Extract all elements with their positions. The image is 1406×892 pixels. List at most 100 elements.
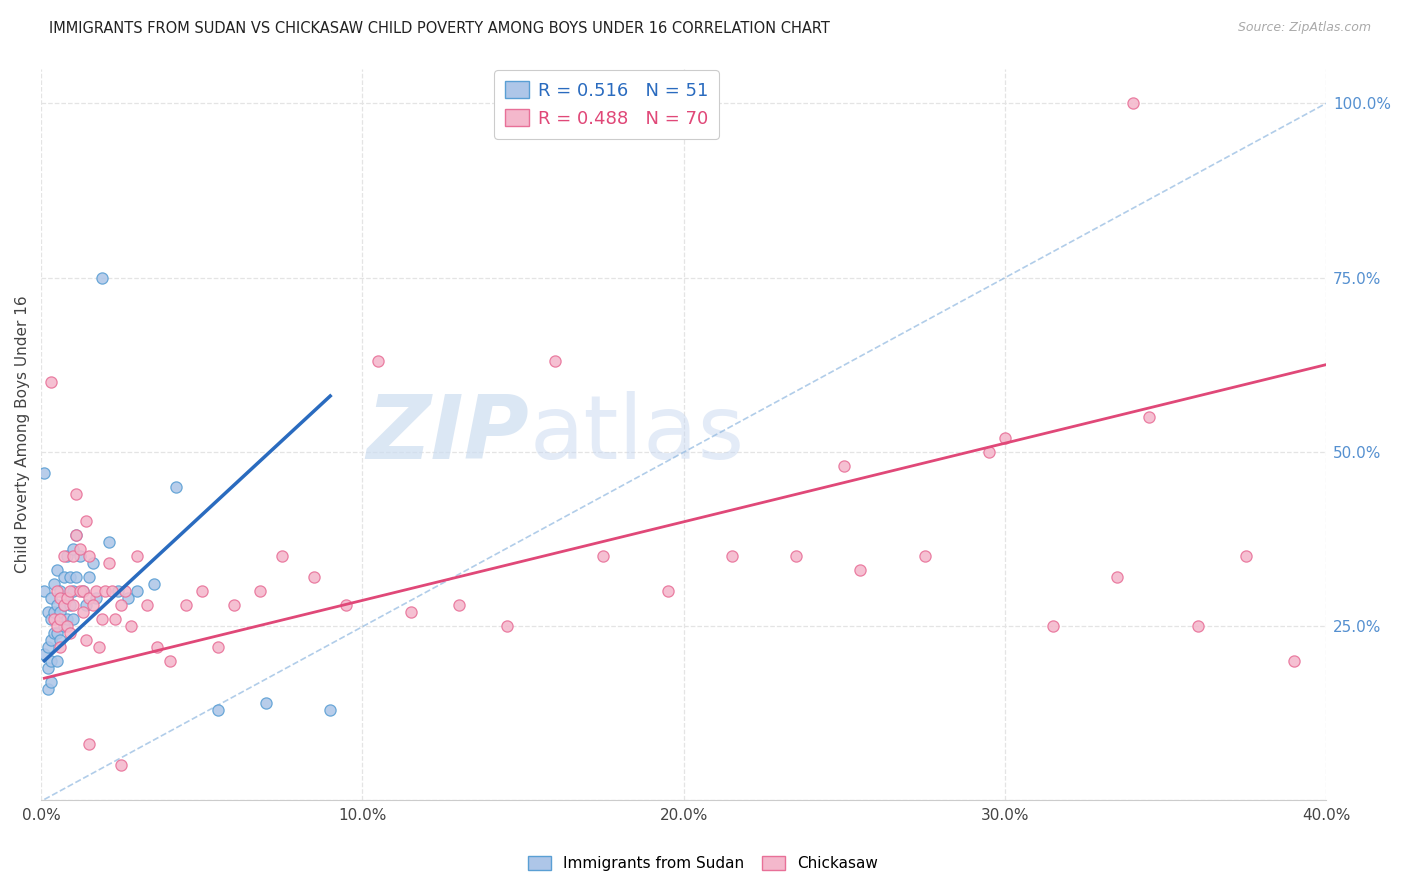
- Point: [69, 584, 91, 599]
- Point: [1137, 409, 1160, 424]
- Point: [977, 444, 1000, 458]
- Text: Source: ZipAtlas.com: Source: ZipAtlas.com: [1237, 21, 1371, 35]
- Point: [72, 584, 94, 599]
- Point: [145, 640, 167, 654]
- Text: atlas: atlas: [530, 391, 745, 478]
- Point: [75, 598, 97, 612]
- Point: [302, 570, 325, 584]
- Point: [34, 584, 56, 599]
- Point: [37, 605, 59, 619]
- Point: [39, 375, 62, 389]
- Point: [207, 702, 229, 716]
- Point: [79, 570, 101, 584]
- Point: [49, 605, 72, 619]
- Point: [785, 549, 807, 564]
- Point: [52, 598, 75, 612]
- Point: [110, 758, 132, 772]
- Point: [84, 584, 107, 599]
- Point: [34, 647, 56, 661]
- Point: [39, 632, 62, 647]
- Point: [657, 584, 679, 599]
- Point: [59, 626, 82, 640]
- Point: [42, 577, 65, 591]
- Point: [832, 458, 855, 473]
- Point: [52, 570, 75, 584]
- Point: [142, 577, 165, 591]
- Point: [62, 549, 84, 564]
- Point: [165, 480, 187, 494]
- Point: [49, 640, 72, 654]
- Point: [82, 556, 104, 570]
- Point: [49, 612, 72, 626]
- Point: [1042, 619, 1064, 633]
- Point: [127, 549, 149, 564]
- Point: [399, 605, 422, 619]
- Legend: Immigrants from Sudan, Chickasaw: Immigrants from Sudan, Chickasaw: [522, 849, 884, 877]
- Point: [319, 702, 342, 716]
- Point: [75, 515, 97, 529]
- Point: [42, 612, 65, 626]
- Point: [34, 466, 56, 480]
- Point: [46, 654, 69, 668]
- Point: [97, 535, 120, 549]
- Point: [82, 598, 104, 612]
- Legend: R = 0.516   N = 51, R = 0.488   N = 70: R = 0.516 N = 51, R = 0.488 N = 70: [495, 70, 718, 138]
- Point: [114, 584, 136, 599]
- Point: [62, 598, 84, 612]
- Point: [190, 584, 212, 599]
- Point: [174, 598, 197, 612]
- Point: [222, 598, 245, 612]
- Point: [46, 626, 69, 640]
- Point: [59, 570, 82, 584]
- Point: [136, 598, 159, 612]
- Point: [914, 549, 936, 564]
- Text: IMMIGRANTS FROM SUDAN VS CHICKASAW CHILD POVERTY AMONG BOYS UNDER 16 CORRELATION: IMMIGRANTS FROM SUDAN VS CHICKASAW CHILD…: [49, 21, 830, 37]
- Point: [62, 612, 84, 626]
- Point: [37, 661, 59, 675]
- Point: [46, 584, 69, 599]
- Point: [56, 612, 79, 626]
- Point: [849, 563, 872, 577]
- Point: [39, 674, 62, 689]
- Point: [1107, 570, 1129, 584]
- Point: [271, 549, 294, 564]
- Point: [367, 354, 389, 368]
- Point: [544, 354, 567, 368]
- Point: [91, 612, 114, 626]
- Point: [127, 584, 149, 599]
- Point: [52, 598, 75, 612]
- Point: [335, 598, 357, 612]
- Point: [49, 632, 72, 647]
- Point: [39, 612, 62, 626]
- Point: [42, 605, 65, 619]
- Point: [39, 591, 62, 605]
- Point: [249, 584, 271, 599]
- Point: [49, 591, 72, 605]
- Point: [107, 584, 129, 599]
- Point: [59, 584, 82, 599]
- Point: [110, 598, 132, 612]
- Point: [46, 619, 69, 633]
- Point: [46, 563, 69, 577]
- Point: [79, 738, 101, 752]
- Point: [496, 619, 519, 633]
- Point: [52, 549, 75, 564]
- Point: [994, 431, 1017, 445]
- Y-axis label: Child Poverty Among Boys Under 16: Child Poverty Among Boys Under 16: [15, 295, 30, 574]
- Point: [159, 654, 181, 668]
- Point: [62, 542, 84, 557]
- Point: [72, 605, 94, 619]
- Point: [91, 270, 114, 285]
- Point: [79, 591, 101, 605]
- Point: [1282, 654, 1305, 668]
- Point: [447, 598, 470, 612]
- Point: [254, 696, 277, 710]
- Point: [79, 549, 101, 564]
- Point: [62, 584, 84, 599]
- Point: [37, 681, 59, 696]
- Point: [59, 598, 82, 612]
- Point: [720, 549, 742, 564]
- Point: [56, 549, 79, 564]
- Point: [42, 626, 65, 640]
- Point: [49, 584, 72, 599]
